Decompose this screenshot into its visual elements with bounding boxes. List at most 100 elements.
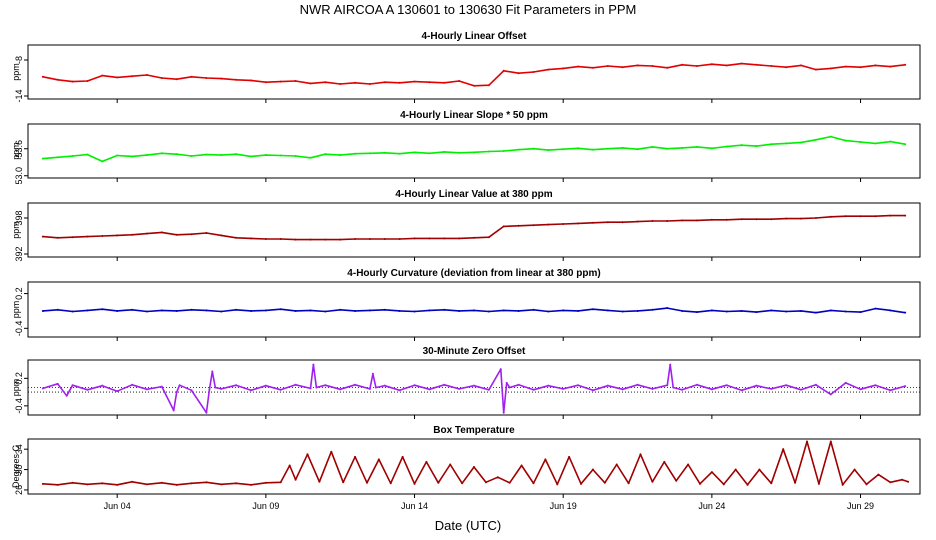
data-point — [354, 455, 357, 458]
data-point — [487, 236, 490, 239]
data-point — [562, 309, 565, 312]
data-point — [330, 450, 333, 453]
data-point — [666, 147, 669, 150]
data-point — [740, 309, 743, 312]
data-point — [710, 388, 713, 391]
data-point — [190, 308, 193, 311]
data-point — [681, 219, 684, 222]
data-point — [829, 309, 832, 312]
data-point — [220, 77, 223, 80]
data-point — [288, 464, 291, 467]
data-point — [101, 308, 104, 311]
data-point — [615, 463, 618, 466]
data-point — [86, 309, 89, 312]
series-line — [42, 62, 906, 87]
data-point — [443, 150, 446, 153]
data-point — [681, 146, 684, 149]
data-point — [484, 481, 487, 484]
data-point — [309, 387, 312, 390]
data-point — [160, 77, 163, 79]
data-point — [755, 384, 758, 387]
data-point — [205, 77, 208, 79]
data-point — [294, 309, 297, 312]
data-point — [354, 81, 357, 84]
data-point — [770, 65, 773, 67]
x-tick-label: Jun 14 — [401, 501, 428, 511]
data-point — [734, 468, 737, 471]
data-point — [577, 65, 580, 68]
data-point — [785, 142, 788, 145]
data-point — [627, 482, 630, 485]
data-point — [383, 384, 386, 387]
y-tick-label: 392 — [14, 246, 24, 261]
data-point — [425, 460, 428, 463]
data-point — [250, 309, 252, 312]
data-point — [235, 384, 238, 387]
data-point — [636, 309, 639, 312]
data-point — [354, 383, 357, 386]
panel-frame — [27, 281, 921, 338]
data-point — [651, 220, 654, 222]
data-point — [398, 152, 401, 155]
data-point — [368, 309, 371, 312]
data-point — [651, 65, 654, 67]
data-point — [145, 232, 148, 235]
data-point — [800, 141, 803, 144]
data-point — [354, 238, 357, 240]
data-point — [264, 384, 267, 387]
data-point — [568, 455, 571, 458]
data-point — [904, 385, 907, 388]
panel-frame — [27, 123, 921, 179]
data-point — [696, 65, 698, 67]
data-point — [814, 138, 817, 141]
data-point — [874, 64, 877, 67]
data-point — [279, 481, 282, 484]
data-point — [844, 139, 847, 142]
data-point — [294, 154, 297, 157]
data-point — [443, 308, 446, 311]
data-point — [814, 68, 817, 71]
data-point — [758, 468, 761, 471]
data-point — [666, 307, 669, 310]
data-point — [190, 233, 193, 236]
data-point — [318, 480, 321, 483]
data-point — [220, 310, 223, 313]
data-point — [740, 218, 743, 221]
data-point — [56, 308, 59, 311]
data-point — [56, 483, 59, 486]
data-point — [264, 309, 267, 312]
data-point — [710, 309, 713, 312]
data-point — [800, 217, 803, 220]
data-point — [829, 135, 832, 138]
y-tick-label: -0.4 — [14, 321, 24, 337]
data-point — [279, 388, 282, 391]
data-point — [800, 309, 803, 312]
data-point — [532, 388, 535, 391]
y-axis-label: ppm — [11, 63, 21, 81]
data-point — [342, 481, 345, 484]
data-point — [696, 219, 698, 222]
series-line — [42, 135, 906, 163]
data-point — [116, 76, 119, 79]
data-point — [696, 311, 698, 314]
data-point — [672, 386, 675, 389]
data-point — [175, 391, 178, 394]
data-point — [309, 309, 312, 312]
data-point — [101, 482, 104, 485]
data-point — [725, 384, 728, 387]
data-point — [160, 309, 163, 312]
data-point — [428, 152, 431, 155]
data-point — [651, 145, 654, 148]
data-point — [473, 84, 475, 87]
data-point — [131, 75, 134, 78]
data-point — [547, 68, 550, 71]
data-point — [41, 235, 44, 238]
data-point — [782, 448, 785, 451]
data-point — [41, 309, 44, 312]
data-point — [131, 155, 134, 158]
data-point — [487, 310, 490, 313]
data-point — [666, 384, 669, 387]
data-point — [398, 238, 401, 240]
data-point — [235, 308, 238, 311]
